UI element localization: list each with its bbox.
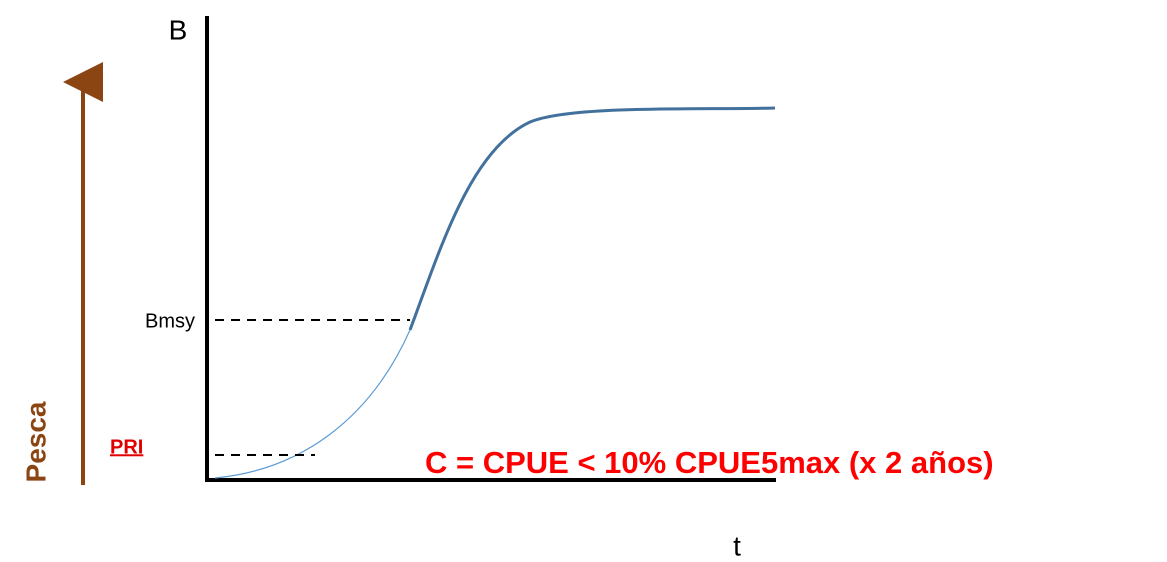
bmsy-label: Bmsy [145,310,195,332]
curve-upper [408,106,776,331]
side-label: Pesca [20,401,51,482]
y-axis-label: B [169,14,188,45]
pri-label: PRI [110,436,143,458]
formula: C = CPUE < 10% CPUE5max (x 2 años) [425,445,994,480]
x-axis-label: t [733,530,741,561]
curve-lower [214,329,411,479]
